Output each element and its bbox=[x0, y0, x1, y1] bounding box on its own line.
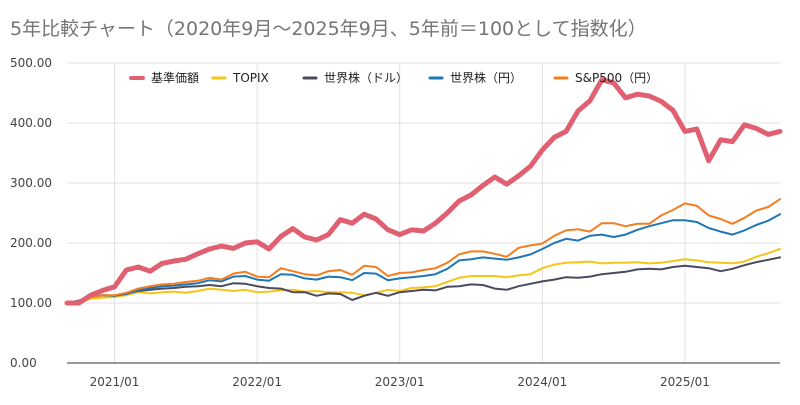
legend: 基準価額 TOPIX 世界株（ドル） 世界株（円） S&P500（円） bbox=[129, 70, 658, 85]
y-tick-label: 500.00 bbox=[10, 56, 52, 70]
series-line-3 bbox=[66, 213, 781, 304]
series-line-4 bbox=[66, 198, 781, 304]
chart-title: 5年比較チャート（2020年9月〜2025年9月、5年前＝100として指数化） bbox=[10, 18, 647, 40]
series-line-2 bbox=[66, 256, 781, 304]
legend-label-3: 世界株（円） bbox=[450, 70, 522, 85]
x-tick-label: 2021/01 bbox=[90, 375, 140, 389]
y-tick-label: 200.00 bbox=[10, 236, 52, 250]
legend-label-2: 世界株（ドル） bbox=[324, 70, 408, 85]
y-tick-label: 100.00 bbox=[10, 296, 52, 310]
legend-label-0: 基準価額 bbox=[151, 70, 199, 85]
y-tick-label: 0.00 bbox=[10, 356, 37, 370]
series-lines bbox=[64, 77, 783, 306]
y-tick-label: 400.00 bbox=[10, 116, 52, 130]
series-line-0 bbox=[64, 77, 783, 306]
x-tick-label: 2022/01 bbox=[232, 375, 282, 389]
x-tick-label: 2023/01 bbox=[375, 375, 425, 389]
x-tick-label: 2024/01 bbox=[517, 375, 567, 389]
series-line-1 bbox=[66, 248, 781, 304]
grid bbox=[67, 62, 780, 363]
legend-label-1: TOPIX bbox=[232, 71, 269, 85]
y-tick-label: 300.00 bbox=[10, 176, 52, 190]
legend-label-4: S&P500（円） bbox=[575, 71, 658, 85]
y-axis: 0.00 100.00 200.00 300.00 400.00 500.00 bbox=[10, 56, 52, 370]
x-tick-label: 2025/01 bbox=[660, 375, 710, 389]
x-axis: 2021/01 2022/01 2023/01 2024/01 2025/01 bbox=[67, 362, 780, 389]
